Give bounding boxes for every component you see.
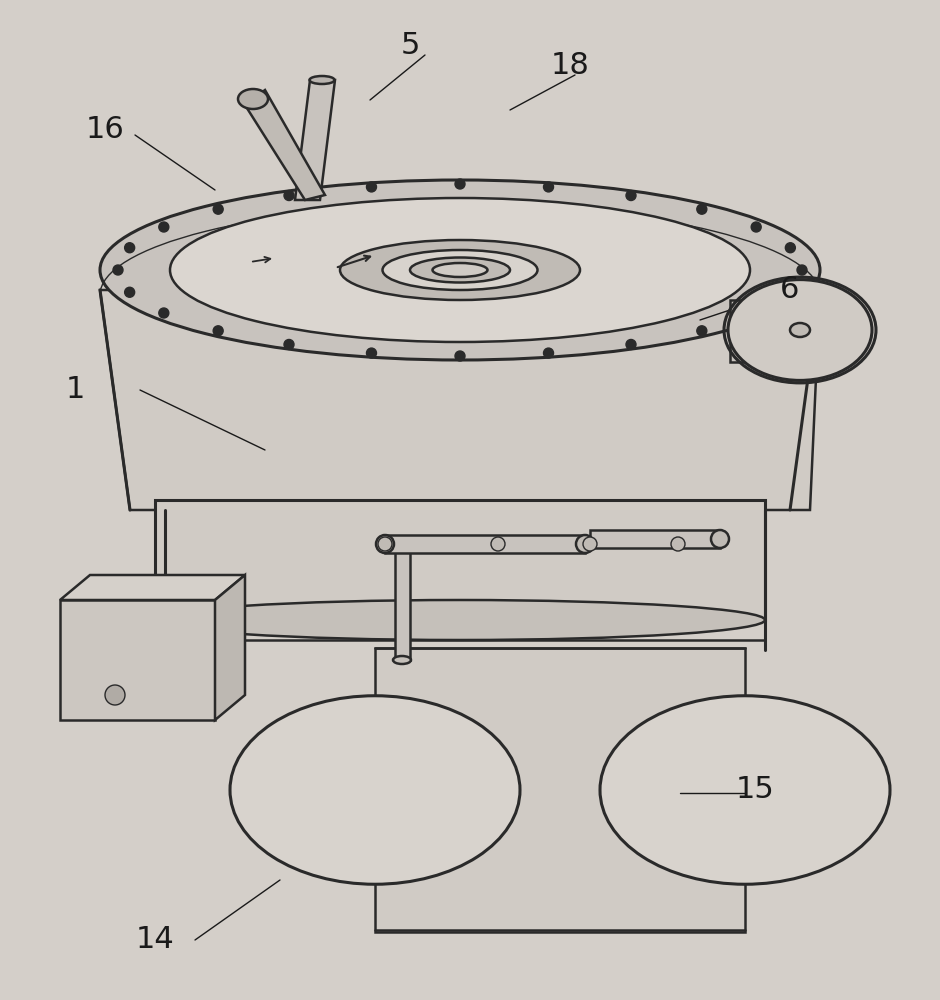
Circle shape <box>626 339 636 349</box>
Ellipse shape <box>340 240 580 300</box>
Ellipse shape <box>238 89 268 109</box>
Circle shape <box>797 265 807 275</box>
Ellipse shape <box>383 250 538 290</box>
Circle shape <box>751 222 761 232</box>
Circle shape <box>284 191 294 201</box>
Circle shape <box>626 191 636 201</box>
Polygon shape <box>245 90 325 200</box>
Ellipse shape <box>671 537 685 551</box>
Ellipse shape <box>790 323 810 337</box>
Circle shape <box>543 348 554 358</box>
Circle shape <box>125 287 134 297</box>
Ellipse shape <box>309 76 335 84</box>
Ellipse shape <box>711 530 729 548</box>
Text: 14: 14 <box>135 926 175 954</box>
Polygon shape <box>100 290 820 510</box>
Circle shape <box>159 308 169 318</box>
Bar <box>155 500 765 620</box>
Bar <box>60 600 215 720</box>
Polygon shape <box>60 575 245 600</box>
Text: 18: 18 <box>551 50 589 80</box>
Circle shape <box>284 339 294 349</box>
Circle shape <box>697 204 707 214</box>
Ellipse shape <box>491 537 505 551</box>
Polygon shape <box>215 575 245 720</box>
Ellipse shape <box>576 535 594 553</box>
Ellipse shape <box>410 257 510 282</box>
Ellipse shape <box>728 280 872 380</box>
Text: 5: 5 <box>400 30 419 60</box>
Ellipse shape <box>583 537 597 551</box>
Circle shape <box>367 348 377 358</box>
Circle shape <box>697 326 707 336</box>
Ellipse shape <box>393 656 411 664</box>
Circle shape <box>213 204 223 214</box>
Circle shape <box>751 308 761 318</box>
Bar <box>375 648 745 932</box>
Circle shape <box>159 222 169 232</box>
Bar <box>590 530 720 548</box>
Text: 16: 16 <box>86 115 124 144</box>
Polygon shape <box>730 300 768 362</box>
Ellipse shape <box>432 263 488 277</box>
Circle shape <box>543 182 554 192</box>
Ellipse shape <box>376 535 394 553</box>
Text: 6: 6 <box>780 275 800 304</box>
Ellipse shape <box>155 600 765 640</box>
Ellipse shape <box>378 537 392 551</box>
Circle shape <box>113 265 123 275</box>
Circle shape <box>213 326 223 336</box>
Ellipse shape <box>100 180 820 360</box>
Ellipse shape <box>230 696 520 884</box>
Text: 15: 15 <box>736 776 775 804</box>
Text: 1: 1 <box>65 375 85 404</box>
Bar <box>395 550 410 660</box>
Ellipse shape <box>105 685 125 705</box>
Circle shape <box>455 179 465 189</box>
Ellipse shape <box>600 696 890 884</box>
Circle shape <box>785 243 795 253</box>
Circle shape <box>455 351 465 361</box>
Ellipse shape <box>170 198 750 342</box>
Circle shape <box>125 243 134 253</box>
Circle shape <box>785 287 795 297</box>
Polygon shape <box>295 80 335 200</box>
Circle shape <box>367 182 377 192</box>
Bar <box>385 535 585 553</box>
